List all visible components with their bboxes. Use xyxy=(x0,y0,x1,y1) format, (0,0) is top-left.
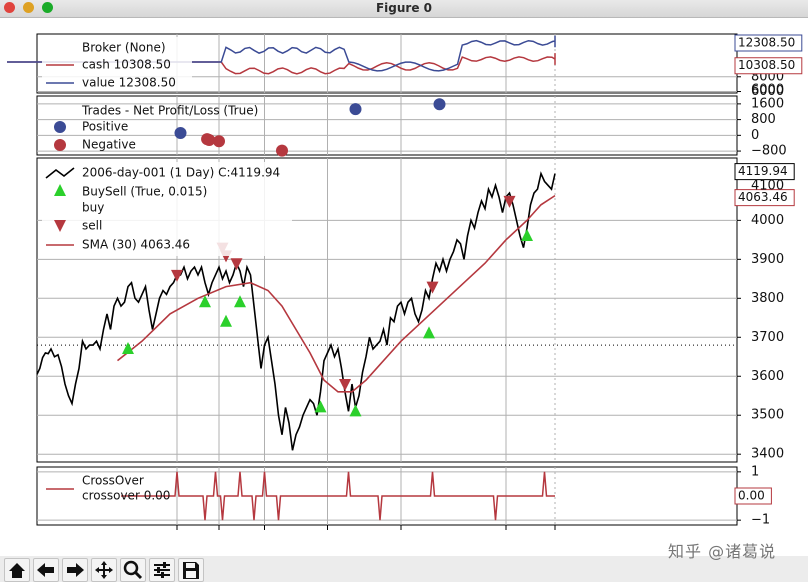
sell-marker xyxy=(339,379,351,392)
watermark: 知乎 @诸葛说 xyxy=(668,542,777,561)
arrow-left-icon xyxy=(37,563,54,577)
sell-marker xyxy=(230,258,243,271)
trade-point-positive xyxy=(433,98,446,111)
legend-label-price: 2006-day-001 (1 Day) C:4119.94 xyxy=(82,166,280,180)
configure-subplots-button[interactable] xyxy=(149,558,175,582)
title-bar: Figure 0 xyxy=(0,0,808,18)
sell-marker xyxy=(503,195,516,208)
legend-bg xyxy=(42,162,292,256)
window-title: Figure 0 xyxy=(375,1,433,15)
ytick-label: 3500 xyxy=(751,408,784,423)
legend-label-negative: Negative xyxy=(82,138,136,152)
last-value-label: 4119.94 xyxy=(738,164,788,178)
trade-point-negative xyxy=(203,134,216,147)
trade-point-negative xyxy=(213,135,225,148)
close-button[interactable] xyxy=(4,2,15,13)
magnifier-icon xyxy=(123,560,143,580)
toolbar xyxy=(0,556,808,582)
legend-label-positive: Positive xyxy=(82,120,128,134)
zoom-button[interactable] xyxy=(120,558,146,582)
buy-marker xyxy=(220,314,232,327)
ytick-label: 1600 xyxy=(751,96,784,111)
legend-label-buy: buy xyxy=(82,201,104,215)
legend-label-value: value 12308.50 xyxy=(82,76,176,90)
last-value-label: 0.00 xyxy=(738,489,765,503)
trade-point-negative xyxy=(276,144,288,157)
ytick-label: 6000 xyxy=(751,83,784,98)
legend-swatch-negative xyxy=(54,139,66,151)
ytick-label: 3600 xyxy=(751,369,784,384)
ytick-label: 3900 xyxy=(751,252,784,267)
ytick-label: 4000 xyxy=(751,213,784,228)
sell-marker xyxy=(426,281,439,294)
legend-swatch-price xyxy=(45,167,75,179)
maximize-button[interactable] xyxy=(42,2,53,13)
legend-label-cash: cash 10308.50 xyxy=(82,58,171,72)
home-icon xyxy=(9,563,25,578)
legend-swatch-sell xyxy=(54,220,66,232)
legend-title-broker: Broker (None) xyxy=(82,41,166,55)
last-value-label-box xyxy=(734,487,772,505)
sell-marker xyxy=(171,269,183,282)
sliders-icon xyxy=(154,562,170,578)
buy-marker xyxy=(521,228,533,241)
ytick-label: 800 xyxy=(751,112,776,127)
figure-canvas: 6000 8000 Broker (None) cash 10308.50 value … xyxy=(7,33,803,530)
legend-title-crossover: CrossOver xyxy=(82,474,144,488)
last-value-label-box xyxy=(734,34,803,52)
floppy-icon xyxy=(183,562,199,579)
legend-title-buysell: BuySell (True, 0.015) xyxy=(82,185,207,199)
buy-marker xyxy=(234,295,246,308)
ytick-label: 4100 xyxy=(751,179,784,194)
move-icon xyxy=(95,561,113,579)
arrow-right-icon xyxy=(67,563,84,577)
ytick-label: 3400 xyxy=(751,447,784,462)
legend-label-sma: SMA (30) 4063.46 xyxy=(82,238,190,252)
buy-marker xyxy=(314,400,327,413)
ytick-label: 6000 xyxy=(751,84,784,99)
last-value-label: 12308.50 xyxy=(738,35,795,49)
last-value-label-box xyxy=(734,163,795,181)
back-button[interactable] xyxy=(33,558,59,582)
trade-point-positive xyxy=(349,103,362,116)
forward-button[interactable] xyxy=(62,558,88,582)
last-value-label-box xyxy=(734,189,795,207)
ytick-label: −800 xyxy=(751,144,787,159)
series-line-price xyxy=(36,171,556,451)
series-line-sma xyxy=(117,194,556,393)
last-value-label: 10308.50 xyxy=(738,58,795,72)
buy-marker xyxy=(122,341,134,354)
minimize-button[interactable] xyxy=(23,2,34,13)
save-button[interactable] xyxy=(178,558,204,582)
buy-marker xyxy=(349,404,362,417)
last-value-label-box xyxy=(734,57,803,75)
last-value-label: 4063.46 xyxy=(738,190,788,204)
ytick-label: 3800 xyxy=(751,291,784,306)
ytick-label: 0 xyxy=(751,128,759,143)
legend-bg xyxy=(42,37,192,91)
ytick-label: 1 xyxy=(751,464,759,479)
legend-label-crossover: crossover 0.00 xyxy=(82,489,170,503)
home-button[interactable] xyxy=(4,558,30,582)
ytick-label: 3700 xyxy=(751,330,784,345)
panel-frame-trades xyxy=(36,95,738,156)
legend-swatch-buysell xyxy=(54,184,66,196)
buy-marker xyxy=(199,295,211,308)
legend-swatch-positive xyxy=(54,121,66,133)
series-line-crossover xyxy=(121,471,555,521)
pan-button[interactable] xyxy=(91,558,117,582)
trade-point-positive xyxy=(174,126,187,139)
legend-label-sell: sell xyxy=(82,219,102,233)
ytick-label: −1 xyxy=(751,513,770,528)
legend-title-trades: Trades - Net Profit/Loss (True) xyxy=(81,104,258,118)
buy-marker xyxy=(423,326,435,339)
